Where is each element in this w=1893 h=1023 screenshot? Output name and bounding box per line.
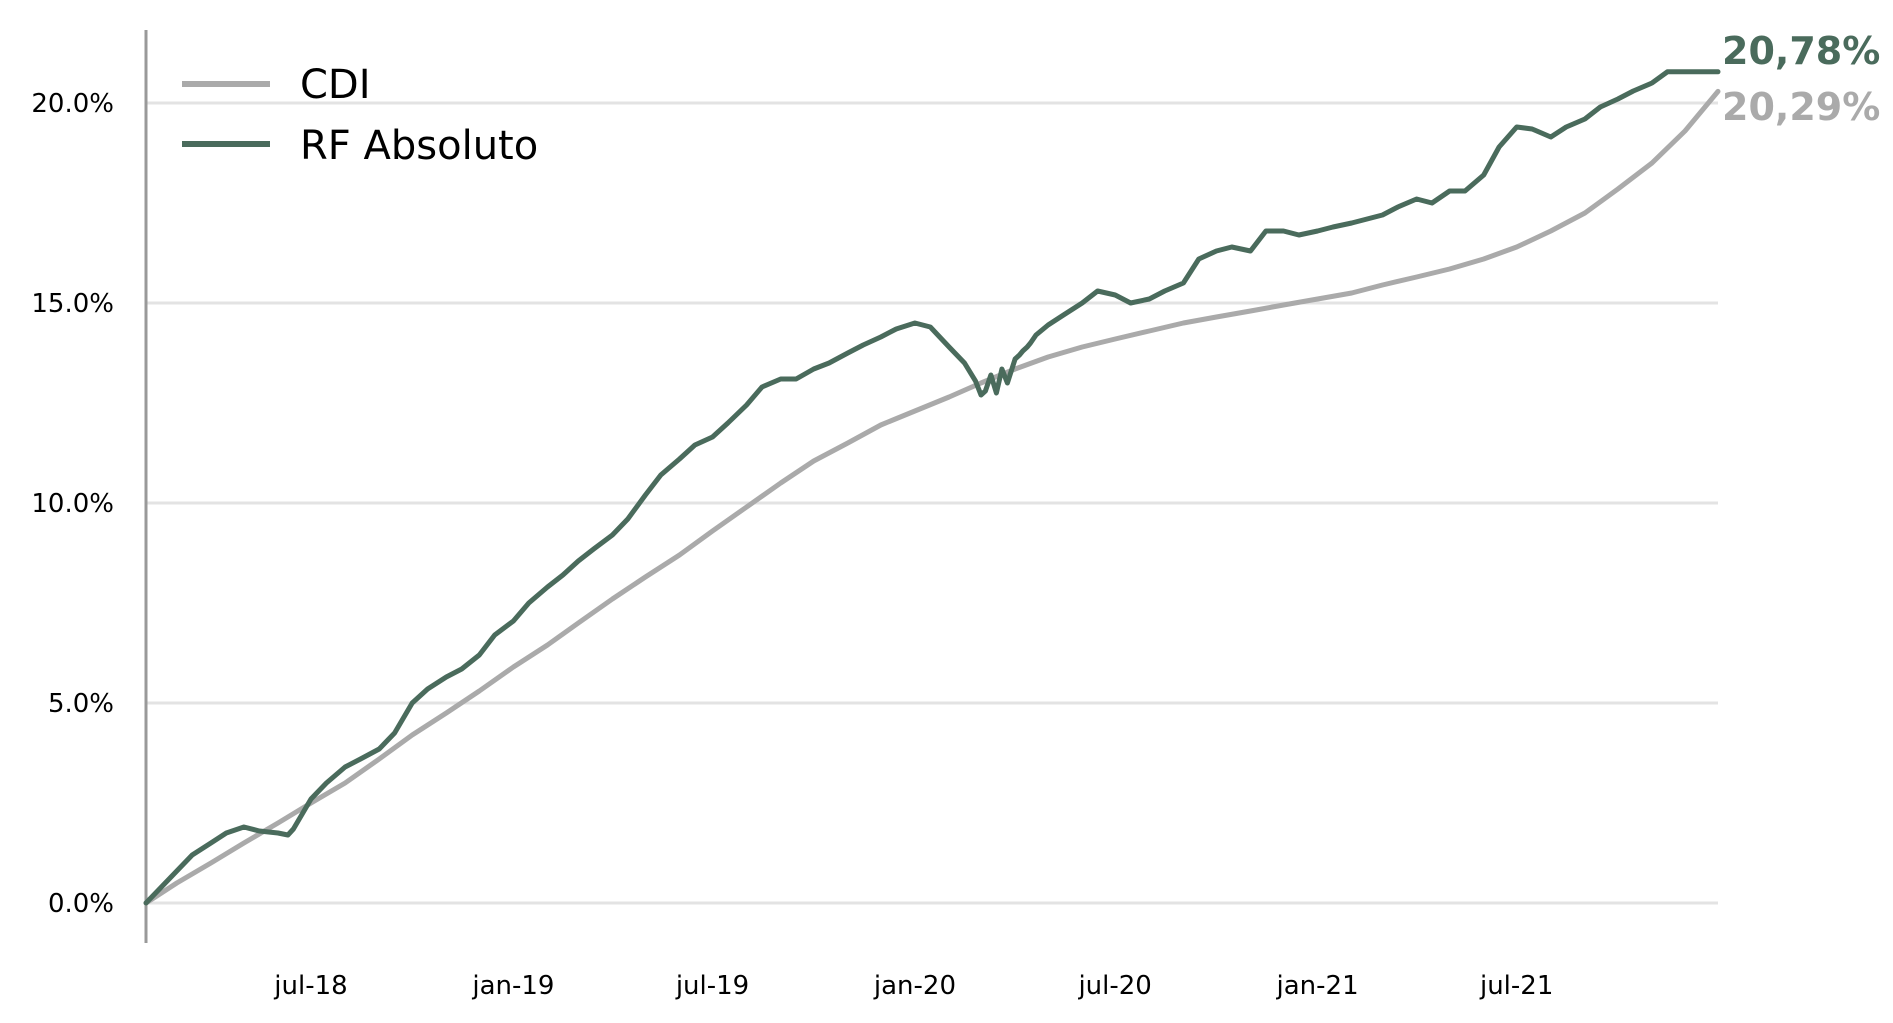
x-tick-label: jul-21 [1479,971,1553,1001]
y-tick-label: 15.0% [31,289,114,319]
x-tick-label: jan-19 [471,971,554,1001]
y-tick-label: 20.0% [31,89,114,119]
x-tick-label: jul-20 [1077,971,1151,1001]
x-tick-label: jul-18 [273,971,347,1001]
x-tick-label: jul-19 [675,971,749,1001]
series-line-cdi [143,88,1721,906]
end-label-rf-absoluto: 20,78% [1722,29,1880,73]
legend: CDI RF Absoluto [182,62,538,169]
end-label-cdi: 20,29% [1722,85,1880,129]
x-tick-labels: jul-18 jan-19 jul-19 jan-20 jul-20 jan-21 jul-… [273,971,1553,1001]
y-tick-label: 0.0% [48,889,114,919]
x-tick-label: jan-21 [1276,971,1359,1001]
x-tick-label: jan-20 [873,971,956,1001]
legend-label-rf-absoluto: RF Absoluto [300,123,538,169]
y-tick-label: 10.0% [31,489,114,519]
gridlines [146,101,1718,905]
legend-item-cdi: CDI [182,62,371,108]
y-tick-label: 5.0% [48,689,114,719]
series-line-rf-absoluto [143,69,1721,906]
legend-item-rf-absoluto: RF Absoluto [182,123,538,169]
series-lines [143,69,1721,906]
y-tick-labels: 0.0% 5.0% 10.0% 15.0% 20.0% [31,89,114,919]
legend-label-cdi: CDI [300,62,371,108]
